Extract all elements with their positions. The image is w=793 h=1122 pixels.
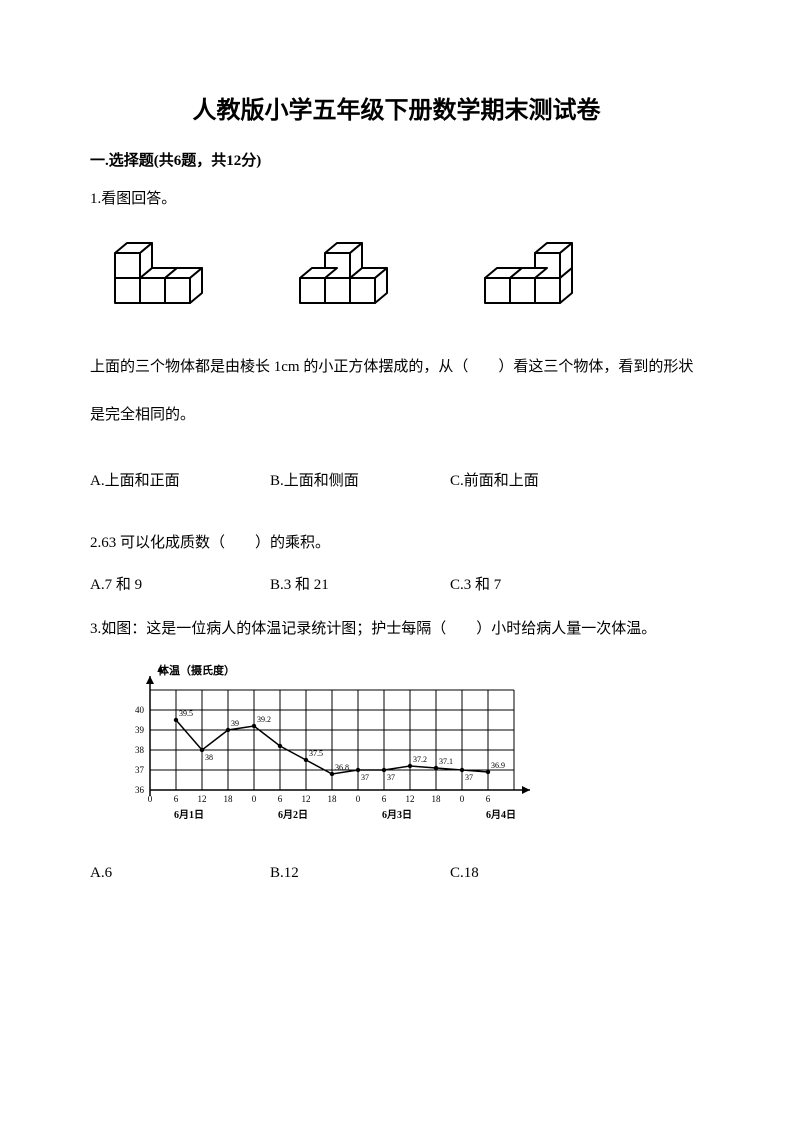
- cube-figures-row: [100, 233, 703, 313]
- cube-shape-2: [285, 233, 415, 313]
- svg-text:0: 0: [252, 794, 257, 804]
- svg-text:0: 0: [148, 794, 153, 804]
- svg-text:40: 40: [135, 705, 145, 715]
- svg-text:6: 6: [486, 794, 491, 804]
- svg-text:37: 37: [361, 773, 369, 782]
- svg-text:6: 6: [174, 794, 179, 804]
- svg-text:39: 39: [135, 725, 145, 735]
- q1-option-c: C.前面和上面: [450, 469, 630, 490]
- svg-text:37.2: 37.2: [413, 755, 427, 764]
- svg-text:6: 6: [382, 794, 387, 804]
- svg-text:36.9: 36.9: [491, 761, 505, 770]
- q3-text: 3.如图：这是一位病人的体温记录统计图；护士每隔（ ）小时给病人量一次体温。: [90, 614, 703, 644]
- svg-text:18: 18: [328, 794, 338, 804]
- q3-options: A.6 B.12 C.18: [90, 865, 703, 882]
- svg-text:39.2: 39.2: [257, 715, 271, 724]
- svg-text:36: 36: [135, 785, 145, 795]
- cube-shape-1: [100, 233, 230, 313]
- q2-option-b: B.3 和 21: [270, 573, 450, 594]
- svg-text:体温（摄氏度）: 体温（摄氏度）: [158, 663, 235, 677]
- q3-option-b: B.12: [270, 865, 450, 882]
- svg-text:38: 38: [135, 745, 145, 755]
- svg-text:37.1: 37.1: [439, 757, 453, 766]
- svg-text:0: 0: [356, 794, 361, 804]
- svg-text:39: 39: [231, 719, 239, 728]
- svg-text:6月2日: 6月2日: [278, 809, 308, 821]
- svg-text:37: 37: [135, 765, 145, 775]
- q1-option-a: A.上面和正面: [90, 469, 270, 490]
- svg-text:0: 0: [460, 794, 465, 804]
- q2-option-c: C.3 和 7: [450, 573, 630, 594]
- svg-text:18: 18: [224, 794, 234, 804]
- svg-text:12: 12: [198, 794, 207, 804]
- cube-shape-3: [470, 233, 600, 313]
- q1-text: 上面的三个物体都是由棱长 1cm 的小正方体摆成的，从（ ）看这三个物体，看到的…: [90, 343, 703, 439]
- svg-text:6月4日: 6月4日: [486, 809, 516, 821]
- q3-option-c: C.18: [450, 865, 630, 882]
- page-title: 人教版小学五年级下册数学期末测试卷: [90, 90, 703, 125]
- svg-text:6: 6: [278, 794, 283, 804]
- q1-prompt: 1.看图回答。: [90, 186, 703, 213]
- svg-text:39.5: 39.5: [179, 709, 193, 718]
- svg-text:37.5: 37.5: [309, 749, 323, 758]
- q1-options: A.上面和正面 B.上面和侧面 C.前面和上面: [90, 469, 703, 490]
- svg-text:37: 37: [387, 773, 395, 782]
- svg-text:12: 12: [302, 794, 311, 804]
- svg-text:12: 12: [406, 794, 415, 804]
- section-header: 一.选择题(共6题，共12分): [90, 149, 703, 170]
- q2-option-a: A.7 和 9: [90, 573, 270, 594]
- q1-option-b: B.上面和侧面: [270, 469, 450, 490]
- svg-text:18: 18: [432, 794, 442, 804]
- svg-text:36.8: 36.8: [335, 763, 349, 772]
- q2-text: 2.63 可以化成质数（ ）的乘积。: [90, 530, 703, 557]
- temperature-chart: ▲体温（摄氏度）3637383940061218061218061218066月…: [110, 660, 703, 845]
- svg-text:6月3日: 6月3日: [382, 809, 412, 821]
- svg-text:38: 38: [205, 753, 213, 762]
- svg-text:37: 37: [465, 773, 473, 782]
- svg-text:6月1日: 6月1日: [174, 809, 204, 821]
- q3-option-a: A.6: [90, 865, 270, 882]
- q2-options: A.7 和 9 B.3 和 21 C.3 和 7: [90, 573, 703, 594]
